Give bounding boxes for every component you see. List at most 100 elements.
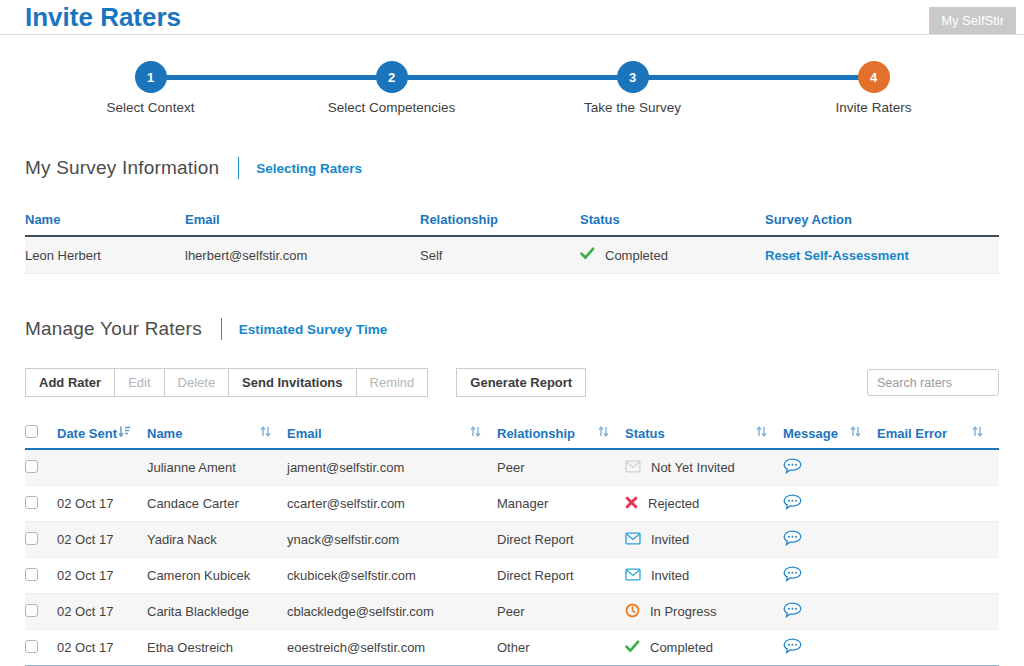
send-invitations-button[interactable]: Send Invitations <box>228 368 356 397</box>
sort-updown-icon <box>470 425 481 441</box>
rater-row: 02 Oct 17Cameron Kubicekckubicek@selfsti… <box>25 558 999 594</box>
clock-icon <box>625 603 640 621</box>
rater-email: ccarter@selfstir.com <box>287 486 497 522</box>
estimated-survey-time-link[interactable]: Estimated Survey Time <box>239 322 387 337</box>
col-email-error[interactable]: Email Error <box>877 421 999 449</box>
rater-date-sent: 02 Oct 17 <box>57 522 147 558</box>
step-take-the-survey: 3 Take the Survey <box>512 61 753 115</box>
row-checkbox-cell <box>25 449 57 486</box>
rater-relationship: Peer <box>497 594 625 630</box>
survey-row-email: lherbert@selfstir.com <box>185 236 420 274</box>
rater-message <box>783 486 877 522</box>
row-checkbox-cell <box>25 630 57 666</box>
col-message[interactable]: Message <box>783 421 877 449</box>
step-2-circle[interactable]: 2 <box>376 61 408 93</box>
rater-status-text: Invited <box>651 532 689 547</box>
col-relationship[interactable]: Relationship <box>497 421 625 449</box>
message-bubble-icon[interactable] <box>783 602 802 621</box>
rater-status: Invited <box>625 522 783 558</box>
row-checkbox-cell <box>25 522 57 558</box>
reset-self-assessment-link[interactable]: Reset Self-Assessment <box>765 248 909 263</box>
rater-row: 02 Oct 17Etha Oestreicheoestreich@selfst… <box>25 630 999 666</box>
my-selfstir-button[interactable]: My SelfStir <box>929 7 1016 34</box>
rater-name: Etha Oestreich <box>147 630 287 666</box>
step-select-competencies: 2 Select Competencies <box>271 61 512 115</box>
message-bubble-icon[interactable] <box>783 458 802 477</box>
sort-updown-icon <box>260 425 271 441</box>
rater-email-error <box>877 522 999 558</box>
raters-table: Date Sent Name Email Relationship Status <box>25 421 999 666</box>
rater-relationship: Other <box>497 630 625 666</box>
step-2-label: Select Competencies <box>328 100 456 115</box>
rater-status: Completed <box>625 630 783 666</box>
heading-separator <box>238 157 239 179</box>
rater-status-text: In Progress <box>650 604 716 619</box>
envelope-blue-icon <box>625 568 641 584</box>
rater-status-text: Not Yet Invited <box>651 460 735 475</box>
sort-updown-icon <box>850 425 861 441</box>
select-all-checkbox[interactable] <box>25 425 38 438</box>
col-name[interactable]: Name <box>147 421 287 449</box>
row-checkbox-cell <box>25 558 57 594</box>
heading-separator <box>221 318 222 340</box>
rater-email-error <box>877 630 999 666</box>
step-select-context: 1 Select Context <box>30 61 271 115</box>
raters-toolbar: Add RaterEditDeleteSend InvitationsRemin… <box>25 368 999 397</box>
rater-relationship: Peer <box>497 449 625 486</box>
rater-date-sent: 02 Oct 17 <box>57 594 147 630</box>
survey-info-table: Name Email Relationship Status Survey Ac… <box>25 207 999 274</box>
step-3-label: Take the Survey <box>584 100 681 115</box>
add-rater-button[interactable]: Add Rater <box>25 368 115 397</box>
remind-button: Remind <box>356 368 429 397</box>
step-3-circle[interactable]: 3 <box>617 61 649 93</box>
row-checkbox[interactable] <box>25 604 38 617</box>
row-checkbox[interactable] <box>25 496 38 509</box>
row-checkbox[interactable] <box>25 460 38 473</box>
col-status[interactable]: Status <box>625 421 783 449</box>
rater-message <box>783 630 877 666</box>
message-bubble-icon[interactable] <box>783 638 802 657</box>
envelope-blue-icon <box>625 532 641 548</box>
message-bubble-icon[interactable] <box>783 494 802 513</box>
search-raters-input[interactable] <box>867 369 999 396</box>
rater-row: 02 Oct 17Yadira Nackynack@selfstir.comDi… <box>25 522 999 558</box>
rater-message <box>783 522 877 558</box>
rater-date-sent: 02 Oct 17 <box>57 486 147 522</box>
survey-row-status: Completed <box>580 236 765 274</box>
row-checkbox[interactable] <box>25 532 38 545</box>
rater-email: eoestreich@selfstir.com <box>287 630 497 666</box>
message-bubble-icon[interactable] <box>783 530 802 549</box>
rater-status: Not Yet Invited <box>625 449 783 486</box>
rater-status: In Progress <box>625 594 783 630</box>
step-1-circle[interactable]: 1 <box>135 61 167 93</box>
step-4-circle[interactable]: 4 <box>858 61 890 93</box>
rater-email-error <box>877 558 999 594</box>
step-1-label: Select Context <box>107 100 195 115</box>
rater-relationship: Direct Report <box>497 522 625 558</box>
col-email[interactable]: Email <box>287 421 497 449</box>
survey-status-text: Completed <box>605 248 668 263</box>
rater-email: cblackledge@selfstir.com <box>287 594 497 630</box>
row-checkbox-cell <box>25 594 57 630</box>
survey-row-relationship: Self <box>420 236 580 274</box>
rater-row: 02 Oct 17Candace Carterccarter@selfstir.… <box>25 486 999 522</box>
row-checkbox-cell <box>25 486 57 522</box>
row-checkbox[interactable] <box>25 568 38 581</box>
sort-updown-icon <box>972 425 983 441</box>
survey-col-relationship: Relationship <box>420 207 580 236</box>
selecting-raters-link[interactable]: Selecting Raters <box>256 161 362 176</box>
envelope-gray-icon <box>625 460 641 476</box>
row-checkbox[interactable] <box>25 640 38 653</box>
rater-message <box>783 449 877 486</box>
survey-col-action: Survey Action <box>765 207 999 236</box>
rater-date-sent: 02 Oct 17 <box>57 630 147 666</box>
rater-status-text: Invited <box>651 568 689 583</box>
rater-email-error <box>877 486 999 522</box>
generate-report-button[interactable]: Generate Report <box>456 368 586 397</box>
col-date-sent[interactable]: Date Sent <box>57 421 147 449</box>
message-bubble-icon[interactable] <box>783 566 802 585</box>
rater-name: Candace Carter <box>147 486 287 522</box>
manage-raters-title: Manage Your Raters <box>25 318 202 340</box>
rater-actions-button-group: Add RaterEditDeleteSend InvitationsRemin… <box>25 368 428 397</box>
survey-col-status: Status <box>580 207 765 236</box>
